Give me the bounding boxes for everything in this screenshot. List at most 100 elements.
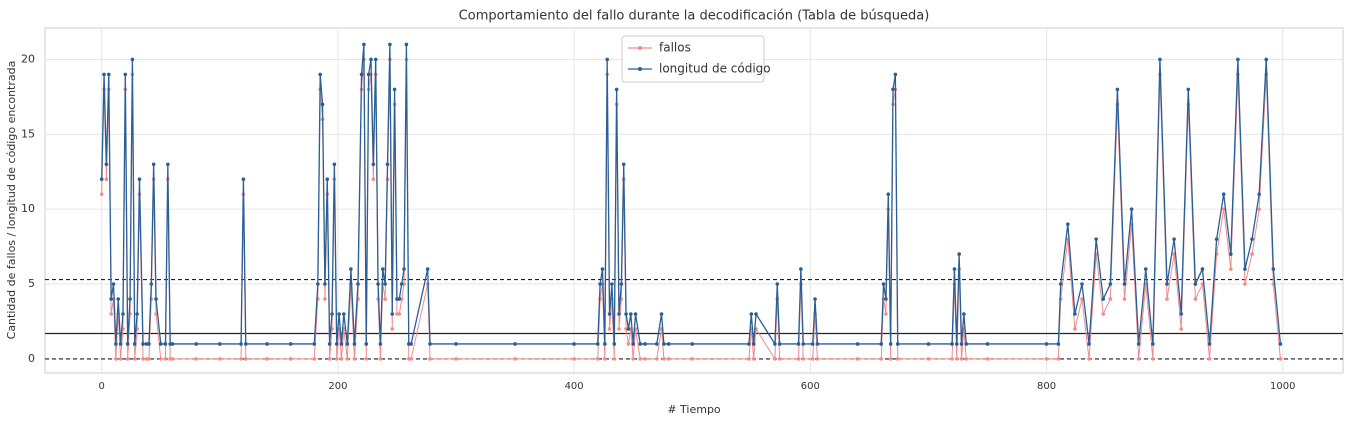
data-point (600, 267, 605, 271)
data-point (385, 162, 390, 167)
data-point (114, 342, 118, 346)
data-point (879, 357, 884, 361)
data-point (217, 357, 222, 361)
data-point (1044, 357, 1049, 361)
data-point (1056, 342, 1061, 346)
data-point (243, 357, 248, 361)
data-point (654, 342, 659, 346)
data-point (964, 357, 969, 361)
data-point (954, 357, 959, 361)
data-point (617, 327, 621, 331)
data-point (959, 342, 964, 346)
data-point (895, 357, 900, 361)
data-point (624, 312, 628, 316)
data-point (815, 342, 820, 346)
data-point (1186, 87, 1191, 92)
legend-label: longitud de código (659, 62, 771, 76)
data-point (855, 357, 860, 361)
data-point (751, 357, 756, 361)
data-point (137, 177, 142, 182)
y-tick-label: 5 (28, 277, 35, 290)
data-point (1101, 297, 1106, 301)
data-point (1151, 342, 1155, 346)
legend-label: fallos (659, 41, 691, 55)
data-point (1122, 282, 1127, 286)
data-point (884, 297, 888, 301)
y-tick-label: 0 (28, 352, 35, 365)
data-point (118, 357, 123, 361)
data-point (352, 357, 357, 361)
data-point (118, 342, 123, 346)
data-point (428, 342, 432, 346)
data-point (371, 162, 376, 167)
data-point (323, 297, 327, 301)
data-point (352, 342, 357, 346)
data-point (621, 162, 626, 167)
data-point (166, 162, 170, 167)
data-point (751, 342, 756, 346)
data-point (339, 342, 344, 346)
data-point (1179, 312, 1183, 316)
data-point (345, 342, 350, 346)
data-point (1193, 297, 1198, 301)
data-point (1158, 57, 1162, 62)
data-point (962, 312, 966, 316)
data-point (799, 267, 803, 271)
data-point (404, 42, 409, 47)
data-point (1278, 357, 1283, 361)
data-point (123, 72, 128, 77)
data-point (1122, 297, 1127, 301)
data-point (612, 357, 617, 361)
data-point (147, 342, 151, 346)
data-point (399, 282, 404, 286)
legend-marker (638, 67, 642, 71)
data-point (612, 342, 617, 346)
data-point (1165, 297, 1169, 301)
data-point (1094, 237, 1098, 241)
data-point (1243, 267, 1247, 271)
data-point (141, 357, 145, 361)
data-point (163, 357, 168, 361)
x-axis-label: # Tiempo (667, 403, 721, 416)
data-point (170, 342, 175, 346)
data-point (320, 102, 325, 107)
data-point (383, 282, 387, 286)
data-point (288, 357, 293, 361)
data-point (1165, 282, 1169, 286)
x-tick-label: 600 (801, 381, 820, 392)
x-tick-label: 800 (1037, 381, 1056, 392)
data-point (1257, 207, 1261, 211)
data-point (747, 342, 751, 346)
data-point (239, 357, 243, 361)
data-point (1080, 282, 1084, 286)
data-point (690, 357, 695, 361)
data-point (643, 357, 647, 361)
data-point (893, 72, 898, 77)
data-point (775, 282, 780, 286)
data-point (339, 357, 344, 361)
data-point (815, 357, 820, 361)
data-point (132, 357, 137, 361)
data-point (749, 312, 754, 316)
data-point (959, 357, 964, 361)
data-point (638, 357, 643, 361)
data-point (345, 357, 350, 361)
data-point (1250, 237, 1254, 241)
data-point (243, 342, 248, 346)
data-point (964, 342, 969, 346)
y-tick-label: 15 (21, 127, 35, 140)
data-point (364, 342, 369, 346)
data-point (643, 342, 647, 346)
data-point (1136, 342, 1141, 346)
data-point (619, 282, 624, 286)
data-point (383, 297, 387, 301)
data-point (334, 342, 339, 346)
data-point (952, 267, 957, 271)
data-point (614, 87, 619, 92)
data-point (884, 312, 888, 316)
data-point (163, 342, 168, 346)
data-point (810, 357, 815, 361)
data-point (373, 57, 378, 62)
data-point (312, 342, 317, 346)
data-point (359, 72, 364, 77)
